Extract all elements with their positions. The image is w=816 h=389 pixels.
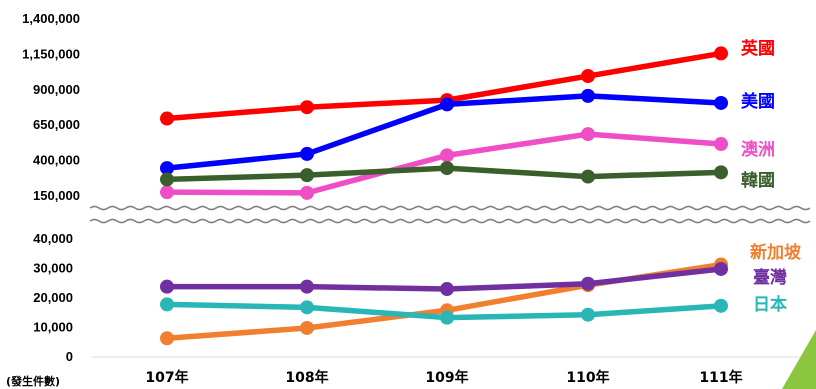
- data-point: [440, 311, 454, 325]
- y-tick-label: 20,000: [33, 290, 73, 305]
- data-point: [581, 277, 595, 291]
- data-point: [714, 96, 728, 110]
- series-韓國: [160, 161, 728, 186]
- data-point: [714, 46, 728, 60]
- series-label: 韓國: [741, 170, 775, 191]
- data-point: [160, 297, 174, 311]
- data-point: [440, 148, 454, 162]
- series-label: 臺灣: [753, 267, 787, 288]
- data-point: [714, 299, 728, 313]
- series-label: 新加坡: [750, 242, 801, 263]
- data-point: [160, 331, 174, 345]
- data-point: [300, 147, 314, 161]
- y-axis-label: (發生件數): [6, 374, 60, 388]
- y-tick-label: 40,000: [33, 231, 73, 246]
- y-tick-label: 1,150,000: [22, 46, 80, 61]
- series-label: 澳洲: [741, 139, 775, 160]
- data-point: [300, 100, 314, 114]
- data-point: [440, 282, 454, 296]
- data-point: [581, 89, 595, 103]
- data-point: [160, 172, 174, 186]
- axis-layer: 150,000 400,000 650,000 900,000 1,150,000 1,4…: [22, 11, 800, 386]
- data-point: [300, 300, 314, 314]
- data-point: [300, 280, 314, 294]
- data-point: [300, 321, 314, 335]
- data-point: [440, 161, 454, 175]
- data-point: [581, 308, 595, 322]
- y-tick-label: 650,000: [33, 117, 80, 132]
- x-tick-label: 108年: [285, 369, 328, 386]
- data-point: [440, 97, 454, 111]
- series-label: 英國: [741, 38, 775, 59]
- series-label: 美國: [741, 91, 775, 112]
- data-point: [714, 137, 728, 151]
- y-tick-label: 900,000: [33, 82, 80, 97]
- x-tick-label: 109年: [425, 369, 468, 386]
- y-tick-label: 30,000: [33, 261, 73, 276]
- series-label: 日本: [753, 294, 787, 315]
- x-tick-label: 111年: [699, 369, 742, 386]
- data-point: [714, 262, 728, 276]
- y-tick-label: 150,000: [33, 188, 80, 203]
- data-point: [581, 170, 595, 184]
- data-point: [300, 186, 314, 200]
- data-point: [160, 185, 174, 199]
- axis-break: [90, 206, 810, 222]
- data-point: [581, 127, 595, 141]
- data-point: [714, 165, 728, 179]
- series-英國: [160, 46, 728, 125]
- y-tick-label: 1,400,000: [22, 11, 80, 26]
- data-point: [581, 69, 595, 83]
- x-tick-label: 107年: [145, 369, 188, 386]
- series-臺灣: [160, 262, 728, 296]
- series-layer: [160, 46, 728, 345]
- y-tick-label: 0: [66, 349, 73, 364]
- data-point: [160, 112, 174, 126]
- x-tick-label: 110年: [566, 369, 609, 386]
- series-新加坡: [160, 258, 728, 346]
- data-point: [160, 280, 174, 294]
- data-point: [300, 168, 314, 182]
- corner-decoration: [782, 330, 816, 389]
- y-tick-label: 10,000: [33, 320, 73, 335]
- y-tick-label: 400,000: [33, 153, 80, 168]
